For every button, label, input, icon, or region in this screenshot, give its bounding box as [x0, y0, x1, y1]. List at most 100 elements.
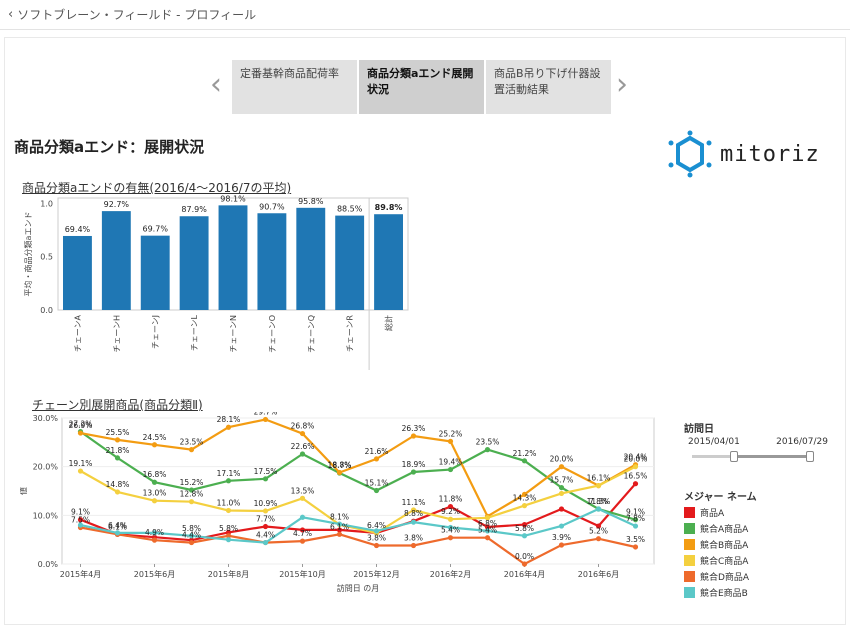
data-point [225, 424, 232, 430]
x-tick-label: 2016年4月 [504, 569, 545, 579]
data-point [521, 533, 528, 539]
data-label: 11.8% [439, 495, 463, 504]
series-line [80, 507, 636, 544]
data-point [225, 478, 232, 484]
data-point [225, 507, 232, 514]
data-point [373, 528, 380, 534]
bar [218, 205, 248, 310]
data-point [558, 490, 565, 497]
x-tick-label: チェーンQ [307, 315, 316, 353]
carousel-next-icon[interactable]: › [616, 67, 628, 102]
bar-chart-title: 商品分類aエンドの有無(2016/4～2016/7の平均) [22, 181, 292, 195]
data-label: 12.8% [180, 490, 204, 499]
data-label: 7.5% [71, 516, 90, 525]
data-label: 15.7% [550, 476, 574, 485]
slider-end-handle[interactable] [806, 451, 814, 462]
data-label: 20.0% [550, 455, 574, 464]
data-point [632, 544, 639, 550]
data-label: 3.9% [552, 533, 571, 542]
data-point [77, 468, 84, 474]
data-point [262, 523, 269, 530]
data-point [447, 535, 454, 541]
data-point [632, 517, 639, 523]
data-label: 14.8% [106, 480, 130, 489]
bar [296, 207, 326, 310]
data-label: 16.1% [587, 474, 611, 483]
legend-swatch [684, 554, 695, 566]
bar-chart: 0.0 0.5 1.0 平均・商品分類aエンド 69.4% チェーンA 92.7% チェーンH… [23, 195, 409, 370]
date-start: 2015/04/01 [688, 437, 740, 447]
data-label: 7.7% [256, 515, 275, 524]
data-point [558, 523, 565, 529]
bar-data-label: 92.7% [104, 200, 130, 209]
legend-swatch [684, 570, 695, 582]
data-point [299, 527, 306, 533]
y-axis-label: 平均・商品分類aエンド [23, 212, 33, 297]
data-point [188, 499, 195, 505]
legend-item[interactable]: 競合E商品B [684, 584, 749, 600]
data-label: 11.1% [402, 498, 426, 507]
dashboard-frame [4, 37, 846, 625]
data-label: 6.8% [478, 519, 497, 528]
data-point [336, 527, 343, 533]
breadcrumb[interactable]: ソフトブレーン・フィールド - プロフィール [17, 8, 257, 22]
data-label: 11.0% [217, 498, 241, 507]
data-point [595, 506, 602, 512]
legend-item[interactable]: 競合B商品A [684, 536, 749, 552]
data-label: 25.5% [106, 428, 130, 437]
legend-item[interactable]: 競合C商品A [684, 552, 749, 568]
y-tick-label: 1.0 [40, 199, 53, 208]
legend-title: メジャー ネーム [684, 492, 757, 503]
data-point [521, 521, 528, 528]
data-point [632, 481, 639, 487]
top-bar: ‹ ソフトブレーン・フィールド - プロフィール [0, 0, 850, 30]
carousel-prev-icon[interactable]: ‹ [210, 67, 222, 102]
data-label: 3.8% [404, 534, 423, 543]
carousel-tab-3[interactable]: 商品B吊り下げ什器設置活動結果 [486, 60, 611, 114]
legend-item[interactable]: 競合D商品A [684, 568, 749, 584]
legend-label: 商品A [700, 508, 725, 519]
data-label: 17.1% [217, 469, 241, 478]
date-end: 2016/07/29 [776, 437, 828, 447]
data-point [262, 508, 269, 514]
carousel-tab-1[interactable]: 定番基幹商品配荷率 [232, 60, 357, 114]
data-label: 14.3% [513, 494, 537, 503]
data-point [484, 535, 491, 541]
legend-item[interactable]: 競合A商品A [684, 520, 749, 536]
x-tick-label: 2015年8月 [208, 569, 249, 579]
data-label: 6.1% [330, 522, 349, 531]
data-point [521, 561, 528, 567]
bar [101, 211, 131, 310]
data-label: 18.9% [402, 460, 426, 469]
bar [257, 213, 287, 310]
data-point [151, 537, 158, 543]
bar [63, 235, 92, 310]
date-range-slider[interactable] [692, 451, 814, 462]
data-point [484, 524, 491, 530]
legend-label: 競合A商品A [700, 524, 749, 535]
data-point [225, 533, 232, 539]
data-point [188, 533, 195, 539]
logo-text: mitoriz [720, 141, 820, 167]
data-point [336, 469, 343, 476]
x-tick-label: チェーンH [112, 315, 121, 353]
data-point [336, 531, 343, 537]
x-tick-label: 2015年10月 [279, 569, 326, 579]
data-label: 11.3% [587, 497, 611, 506]
chevron-left-icon[interactable]: ‹ [8, 7, 14, 22]
data-label: 9.2% [441, 507, 460, 516]
data-point [262, 476, 269, 482]
data-label: 19.1% [69, 459, 93, 468]
data-point [299, 514, 306, 520]
data-label: 8.8% [404, 509, 423, 518]
data-label: 19.4% [439, 458, 463, 467]
legend-item[interactable]: 商品A [684, 504, 749, 520]
data-label: 4.7% [293, 529, 312, 538]
legend-swatch [684, 586, 695, 598]
data-label: 23.5% [180, 438, 204, 447]
data-label: 5.8% [182, 524, 201, 533]
slider-start-handle[interactable] [730, 451, 738, 462]
carousel-tab-2[interactable]: 商品分類aエンド展開状況 [359, 60, 484, 114]
data-point [151, 442, 158, 448]
data-point [262, 539, 269, 546]
